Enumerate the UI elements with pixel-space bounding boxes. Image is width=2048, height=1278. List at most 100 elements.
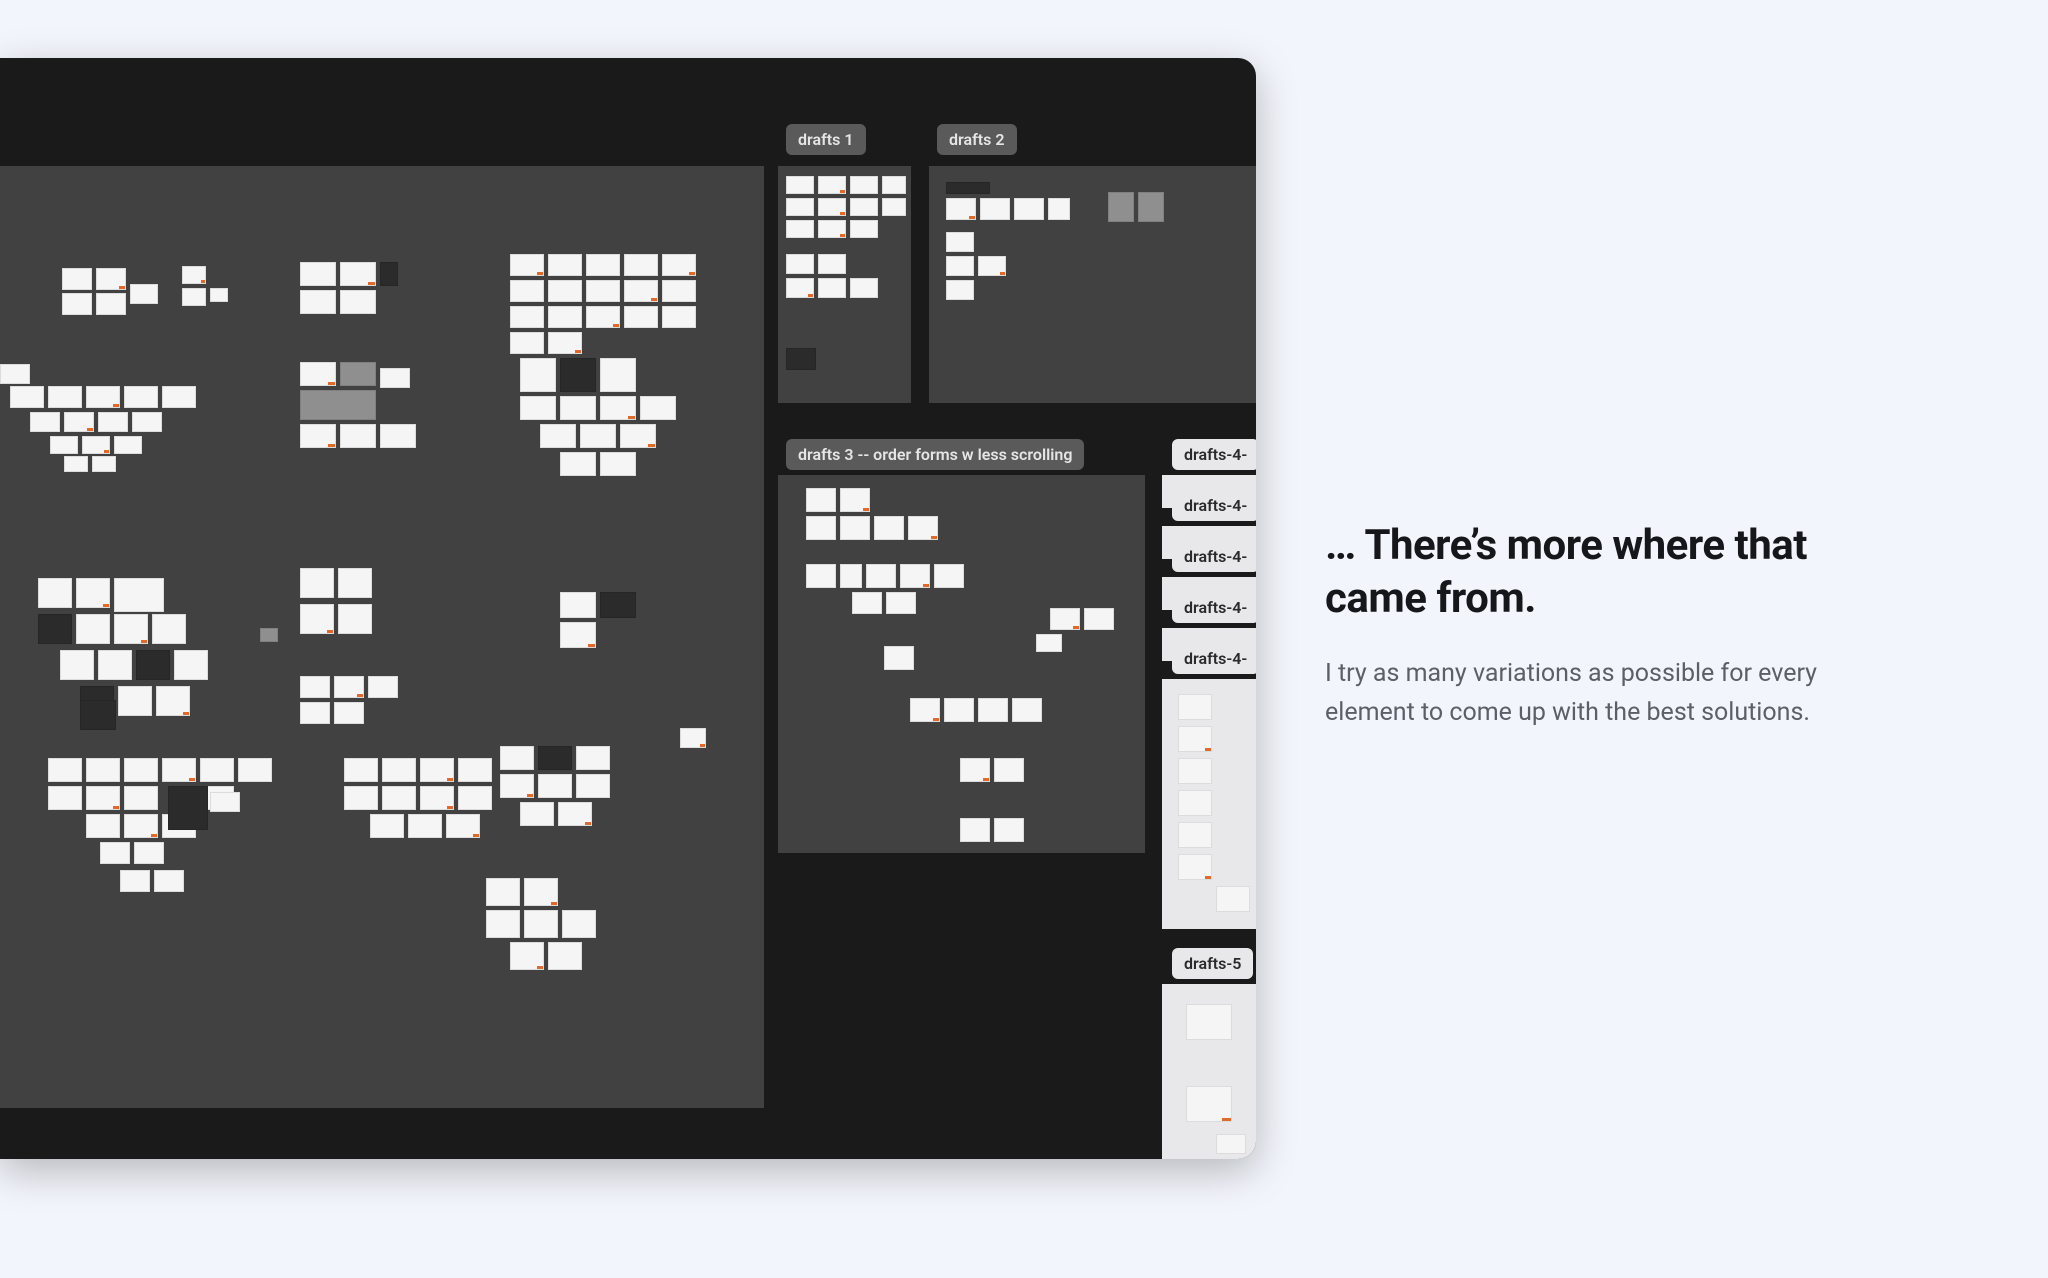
artboard-thumb[interactable] [786, 220, 814, 238]
artboard-thumb[interactable] [64, 456, 88, 472]
artboard-thumb[interactable] [380, 368, 410, 388]
artboard-thumb[interactable] [1108, 192, 1134, 222]
artboard-thumb[interactable] [162, 386, 196, 408]
artboard-thumb[interactable] [300, 568, 334, 598]
artboard-thumb[interactable] [338, 604, 372, 634]
artboard-thumb[interactable] [86, 386, 120, 408]
artboard-thumb[interactable] [120, 870, 150, 892]
artboard-thumb[interactable] [300, 262, 336, 286]
artboard-thumb[interactable] [1036, 634, 1062, 652]
artboard-thumb[interactable] [662, 254, 696, 276]
artboard-thumb[interactable] [548, 254, 582, 276]
artboard-thumb[interactable] [1178, 758, 1212, 784]
artboard-thumb[interactable] [510, 306, 544, 328]
artboard-thumb[interactable] [82, 436, 110, 454]
artboard-thumb[interactable] [806, 488, 836, 512]
artboard-thumb[interactable] [818, 254, 846, 274]
artboard-thumb[interactable] [586, 280, 620, 302]
artboard-thumb[interactable] [500, 746, 534, 770]
artboard-thumb[interactable] [884, 646, 914, 670]
artboard-thumb[interactable] [446, 814, 480, 838]
artboard-thumb[interactable] [944, 698, 974, 722]
artboard-thumb[interactable] [520, 802, 554, 826]
artboard-thumb[interactable] [562, 910, 596, 938]
artboard-thumb[interactable] [300, 676, 330, 698]
artboard-thumb[interactable] [560, 622, 596, 648]
artboard-thumb[interactable] [548, 306, 582, 328]
artboard-thumb[interactable] [560, 452, 596, 476]
artboard-thumb[interactable] [600, 592, 636, 618]
artboard-thumb[interactable] [600, 396, 636, 420]
artboard-thumb[interactable] [86, 814, 120, 838]
artboard-thumb[interactable] [50, 436, 78, 454]
artboard-thumb[interactable] [510, 332, 544, 354]
artboard-thumb[interactable] [994, 818, 1024, 842]
artboard-thumb[interactable] [850, 220, 878, 238]
artboard-thumb[interactable] [1178, 854, 1212, 880]
artboard-thumb[interactable] [874, 516, 904, 540]
artboard-thumb[interactable] [486, 878, 520, 906]
artboard-thumb[interactable] [520, 396, 556, 420]
artboard-thumb[interactable] [624, 280, 658, 302]
artboard-thumb[interactable] [38, 578, 72, 608]
artboard-thumb[interactable] [300, 362, 336, 386]
artboard-thumb[interactable] [580, 424, 616, 448]
artboard-thumb[interactable] [882, 198, 906, 216]
artboard-thumb[interactable] [64, 412, 94, 432]
artboard-thumb[interactable] [62, 293, 92, 315]
artboard-thumb[interactable] [60, 650, 94, 680]
artboard-thumb[interactable] [994, 758, 1024, 782]
section-label-drafts2[interactable]: drafts 2 [937, 124, 1017, 155]
artboard-thumb[interactable] [560, 358, 596, 392]
artboard-thumb[interactable] [640, 396, 676, 420]
artboard-thumb[interactable] [1178, 694, 1212, 720]
artboard-thumb[interactable] [182, 288, 206, 306]
artboard-thumb[interactable] [174, 650, 208, 680]
artboard-thumb[interactable] [382, 758, 416, 782]
artboard-thumb[interactable] [124, 758, 158, 782]
section-label-d4d[interactable]: drafts-4- [1172, 592, 1256, 623]
artboard-thumb[interactable] [168, 786, 208, 830]
artboard-thumb[interactable] [210, 288, 228, 302]
artboard-thumb[interactable] [946, 232, 974, 252]
artboard-thumb[interactable] [818, 198, 846, 216]
artboard-thumb[interactable] [840, 564, 862, 588]
artboard-thumb[interactable] [344, 758, 378, 782]
artboard-thumb[interactable] [624, 306, 658, 328]
artboard-thumb[interactable] [334, 676, 364, 698]
artboard-thumb[interactable] [538, 774, 572, 798]
artboard-thumb[interactable] [136, 650, 170, 680]
artboard-thumb[interactable] [370, 814, 404, 838]
artboard-thumb[interactable] [818, 220, 846, 238]
artboard-thumb[interactable] [156, 686, 190, 716]
artboard-thumb[interactable] [152, 614, 186, 644]
artboard-thumb[interactable] [882, 176, 906, 194]
artboard-thumb[interactable] [540, 424, 576, 448]
artboard-thumb[interactable] [1048, 198, 1070, 220]
artboard-thumb[interactable] [624, 254, 658, 276]
section-label-drafts3[interactable]: drafts 3 -- order forms w less scrolling [786, 439, 1084, 470]
artboard-thumb[interactable] [620, 424, 656, 448]
artboard-thumb[interactable] [100, 842, 130, 864]
artboard-thumb[interactable] [818, 278, 846, 298]
artboard-thumb[interactable] [182, 266, 206, 284]
artboard-thumb[interactable] [946, 256, 974, 276]
artboard-thumb[interactable] [524, 878, 558, 906]
artboard-thumb[interactable] [238, 758, 272, 782]
artboard-thumb[interactable] [576, 774, 610, 798]
artboard-thumb[interactable] [852, 592, 882, 614]
artboard-thumb[interactable] [1014, 198, 1044, 220]
artboard-thumb[interactable] [344, 786, 378, 810]
artboard-thumb[interactable] [960, 818, 990, 842]
artboard-thumb[interactable] [210, 792, 240, 812]
artboard-thumb[interactable] [946, 280, 974, 300]
artboard-thumb[interactable] [134, 842, 164, 864]
artboard-thumb[interactable] [978, 256, 1006, 276]
artboard-thumb[interactable] [300, 604, 334, 634]
artboard-thumb[interactable] [340, 362, 376, 386]
artboard-thumb[interactable] [908, 516, 938, 540]
artboard-thumb[interactable] [980, 198, 1010, 220]
section-label-d4b[interactable]: drafts-4- [1172, 490, 1256, 521]
artboard-thumb[interactable] [1012, 698, 1042, 722]
section-label-d4c[interactable]: drafts-4- [1172, 541, 1256, 572]
